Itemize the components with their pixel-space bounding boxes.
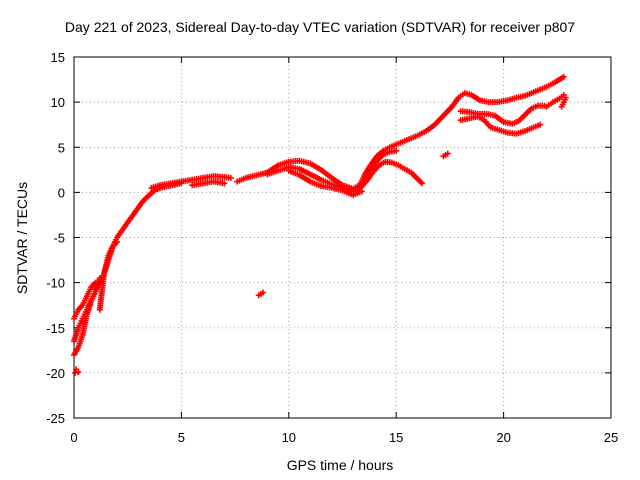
data-point xyxy=(418,180,425,187)
series-track-e xyxy=(96,239,120,313)
data-points xyxy=(71,73,569,376)
data-point xyxy=(227,174,234,181)
y-tick-label: 0 xyxy=(58,185,65,200)
y-axis-label: SDTVAR / TECUs xyxy=(14,181,30,295)
series-track-g xyxy=(189,178,228,189)
y-tick-label: -25 xyxy=(46,411,65,426)
y-tick-label: 5 xyxy=(58,140,65,155)
series-track-j xyxy=(285,167,365,199)
series-track-f xyxy=(148,173,234,191)
series-track-o xyxy=(558,94,569,110)
plot-frame xyxy=(73,56,612,419)
series-track-l xyxy=(457,102,548,127)
y-tick-label: -20 xyxy=(46,366,65,381)
x-tick-label: 15 xyxy=(389,430,403,445)
x-axis-label: GPS time / hours xyxy=(286,457,394,473)
x-tick-label: 0 xyxy=(70,430,77,445)
series-track-p xyxy=(440,150,451,160)
data-point xyxy=(92,279,99,286)
data-point xyxy=(444,150,451,157)
series-track-d xyxy=(71,279,99,322)
tick-labels: 0 5 10 15 20 25 -25 -20 -15 -10 -5 0 5 10 15 xyxy=(46,50,618,445)
y-tick-label: -5 xyxy=(53,231,65,246)
series-track-b xyxy=(71,180,185,358)
data-point xyxy=(560,73,567,80)
y-tick-label: 10 xyxy=(51,95,65,110)
data-point xyxy=(562,94,569,101)
data-point xyxy=(260,289,267,296)
series-track-q xyxy=(255,289,267,299)
x-tick-label: 5 xyxy=(178,430,185,445)
data-point xyxy=(537,121,544,128)
x-tick-label: 20 xyxy=(496,430,510,445)
y-tick-label: -10 xyxy=(46,276,65,291)
x-tick-label: 25 xyxy=(604,430,618,445)
series-track-k xyxy=(360,147,400,182)
data-point xyxy=(221,180,228,187)
y-tick-label: -15 xyxy=(46,321,65,336)
data-point xyxy=(72,369,79,376)
series-track-m xyxy=(457,113,544,137)
series-track-n xyxy=(543,91,567,110)
data-point xyxy=(75,368,82,375)
chart-title: Day 221 of 2023, Sidereal Day-to-day VTE… xyxy=(64,19,576,35)
series-track-a xyxy=(72,366,82,376)
data-point xyxy=(393,147,400,154)
data-point xyxy=(358,188,365,195)
y-tick-label: 15 xyxy=(51,50,65,65)
x-tick-label: 10 xyxy=(282,430,296,445)
data-point xyxy=(113,239,120,246)
